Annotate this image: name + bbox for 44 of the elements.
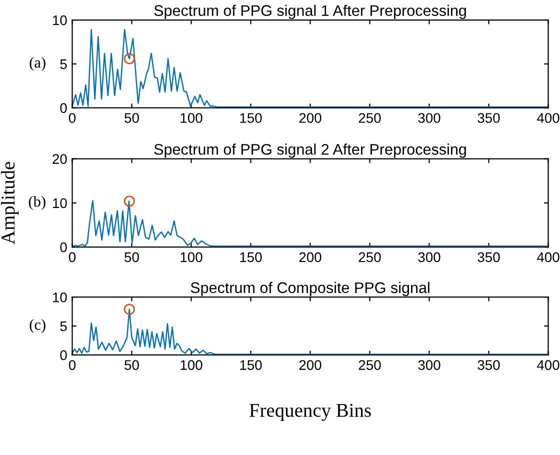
x-tick-label: 200 <box>299 113 322 123</box>
text: (a) <box>30 57 46 71</box>
text: (b) <box>28 196 46 210</box>
x-tick-label: 250 <box>358 360 381 370</box>
x-tick-label: 100 <box>180 252 202 262</box>
x-tick-label: 150 <box>240 360 262 370</box>
x-axis-title: Frequency Bins <box>250 404 371 421</box>
y-tick-label: 0 <box>60 242 67 252</box>
x-tick-label: 50 <box>124 360 139 370</box>
x-tick-label: 400 <box>536 113 560 123</box>
x-tick-label: 100 <box>180 360 202 370</box>
x-tick-label: 200 <box>299 252 322 262</box>
x-tick-label: 350 <box>478 252 500 262</box>
y-tick-label: 10 <box>52 292 67 302</box>
y-tick-label: 0 <box>60 103 67 114</box>
x-tick-label: 0 <box>68 113 76 123</box>
x-tick-label: 50 <box>124 252 139 262</box>
x-tick-label: 0 <box>68 252 76 262</box>
y-tick-label: 20 <box>52 154 67 164</box>
y-tick-label: 5 <box>60 59 67 70</box>
chart-title: Spectrum of PPG signal 1 After Preprocessing <box>154 4 466 20</box>
x-tick-label: 300 <box>418 360 440 370</box>
chart-title: Spectrum of PPG signal 2 After Preprocessing <box>154 144 466 158</box>
x-tick-label: 150 <box>240 252 262 262</box>
x-tick-label: 300 <box>418 113 440 123</box>
x-tick-label: 400 <box>536 360 560 370</box>
y-tick-label: 5 <box>60 321 67 332</box>
x-tick-label: 350 <box>478 113 500 123</box>
x-tick-label: 150 <box>240 113 262 123</box>
x-tick-label: 100 <box>180 113 202 123</box>
x-tick-label: 250 <box>358 252 381 262</box>
x-tick-label: 0 <box>68 360 76 370</box>
x-tick-label: 300 <box>418 252 440 262</box>
x-tick-label: 350 <box>478 360 500 370</box>
x-tick-label: 400 <box>536 252 560 262</box>
x-tick-label: 250 <box>358 113 381 123</box>
x-tick-label: 50 <box>124 113 139 123</box>
y-tick-label: 10 <box>52 15 67 26</box>
y-axis-title: Amplitude <box>0 162 19 244</box>
y-tick-label: 10 <box>52 198 67 208</box>
x-tick-label: 200 <box>299 360 322 370</box>
chart-title: Spectrum of Composite PPG signal <box>190 282 430 296</box>
y-tick-label: 0 <box>60 350 67 360</box>
text: (c) <box>30 319 46 333</box>
